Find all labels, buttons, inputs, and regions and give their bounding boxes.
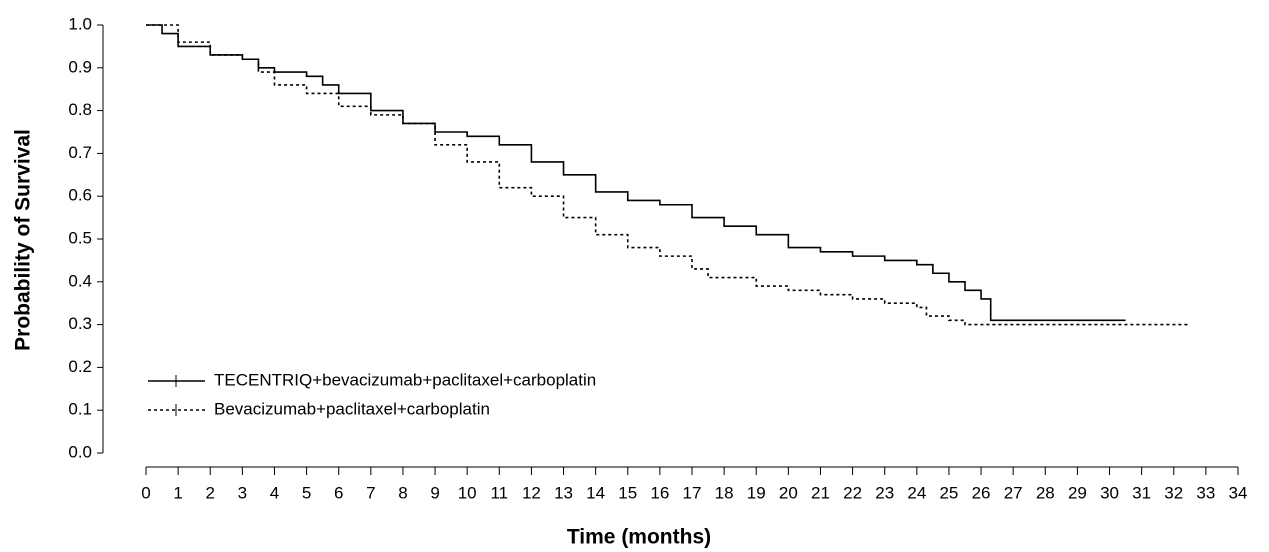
x-tick-label: 21 [811, 483, 830, 502]
x-tick-label: 2 [206, 483, 215, 502]
y-tick-label: 0.7 [68, 143, 92, 162]
x-tick-label: 30 [1100, 483, 1119, 502]
x-tick-label: 33 [1196, 483, 1215, 502]
x-tick-label: 16 [650, 483, 669, 502]
x-tick-label: 29 [1068, 483, 1087, 502]
x-tick-label: 17 [683, 483, 702, 502]
x-tick-label: 27 [1004, 483, 1023, 502]
y-tick-label: 0.1 [68, 400, 92, 419]
x-tick-label: 22 [843, 483, 862, 502]
survival-curve [146, 24, 1126, 322]
x-tick-label: 28 [1036, 483, 1055, 502]
legend-label: TECENTRIQ+bevacizumab+paclitaxel+carbopl… [214, 370, 596, 389]
x-tick-label: 15 [618, 483, 637, 502]
x-tick-label: 0 [141, 483, 150, 502]
x-tick-label: 13 [554, 483, 573, 502]
x-tick-label: 31 [1132, 483, 1151, 502]
x-tick-label: 1 [173, 483, 182, 502]
y-axis-title: Probability of Survival [12, 129, 35, 351]
x-tick-label: 3 [238, 483, 247, 502]
x-tick-label: 4 [270, 483, 279, 502]
x-tick-label: 12 [522, 483, 541, 502]
y-tick-label: 0.0 [68, 442, 92, 461]
x-tick-label: 18 [715, 483, 734, 502]
y-tick-label: 0.5 [68, 228, 92, 247]
x-tick-label: 6 [334, 483, 343, 502]
x-tick-label: 11 [490, 483, 508, 502]
x-tick-label: 32 [1164, 483, 1183, 502]
y-tick-label: 1.0 [68, 14, 92, 33]
x-tick-label: 19 [747, 483, 766, 502]
x-axis-title: Time (months) [567, 526, 711, 549]
x-tick-label: 23 [875, 483, 894, 502]
x-tick-label: 10 [458, 483, 477, 502]
x-tick-label: 26 [972, 483, 991, 502]
x-tick-label: 20 [779, 483, 798, 502]
x-tick-label: 25 [939, 483, 958, 502]
x-tick-label: 24 [907, 483, 926, 502]
survival-curve [146, 24, 1190, 326]
y-tick-label: 0.3 [68, 314, 92, 333]
x-tick-label: 14 [586, 483, 605, 502]
x-tick-label: 8 [398, 483, 407, 502]
x-tick-label: 34 [1229, 483, 1248, 502]
y-tick-label: 0.9 [68, 57, 92, 76]
y-tick-label: 0.8 [68, 100, 92, 119]
y-tick-label: 0.6 [68, 186, 92, 205]
x-tick-label: 7 [366, 483, 375, 502]
x-tick-label: 9 [430, 483, 439, 502]
legend-label: Bevacizumab+paclitaxel+carboplatin [214, 399, 490, 418]
x-tick-label: 5 [302, 483, 311, 502]
y-tick-label: 0.2 [68, 357, 92, 376]
y-tick-label: 0.4 [68, 271, 92, 290]
